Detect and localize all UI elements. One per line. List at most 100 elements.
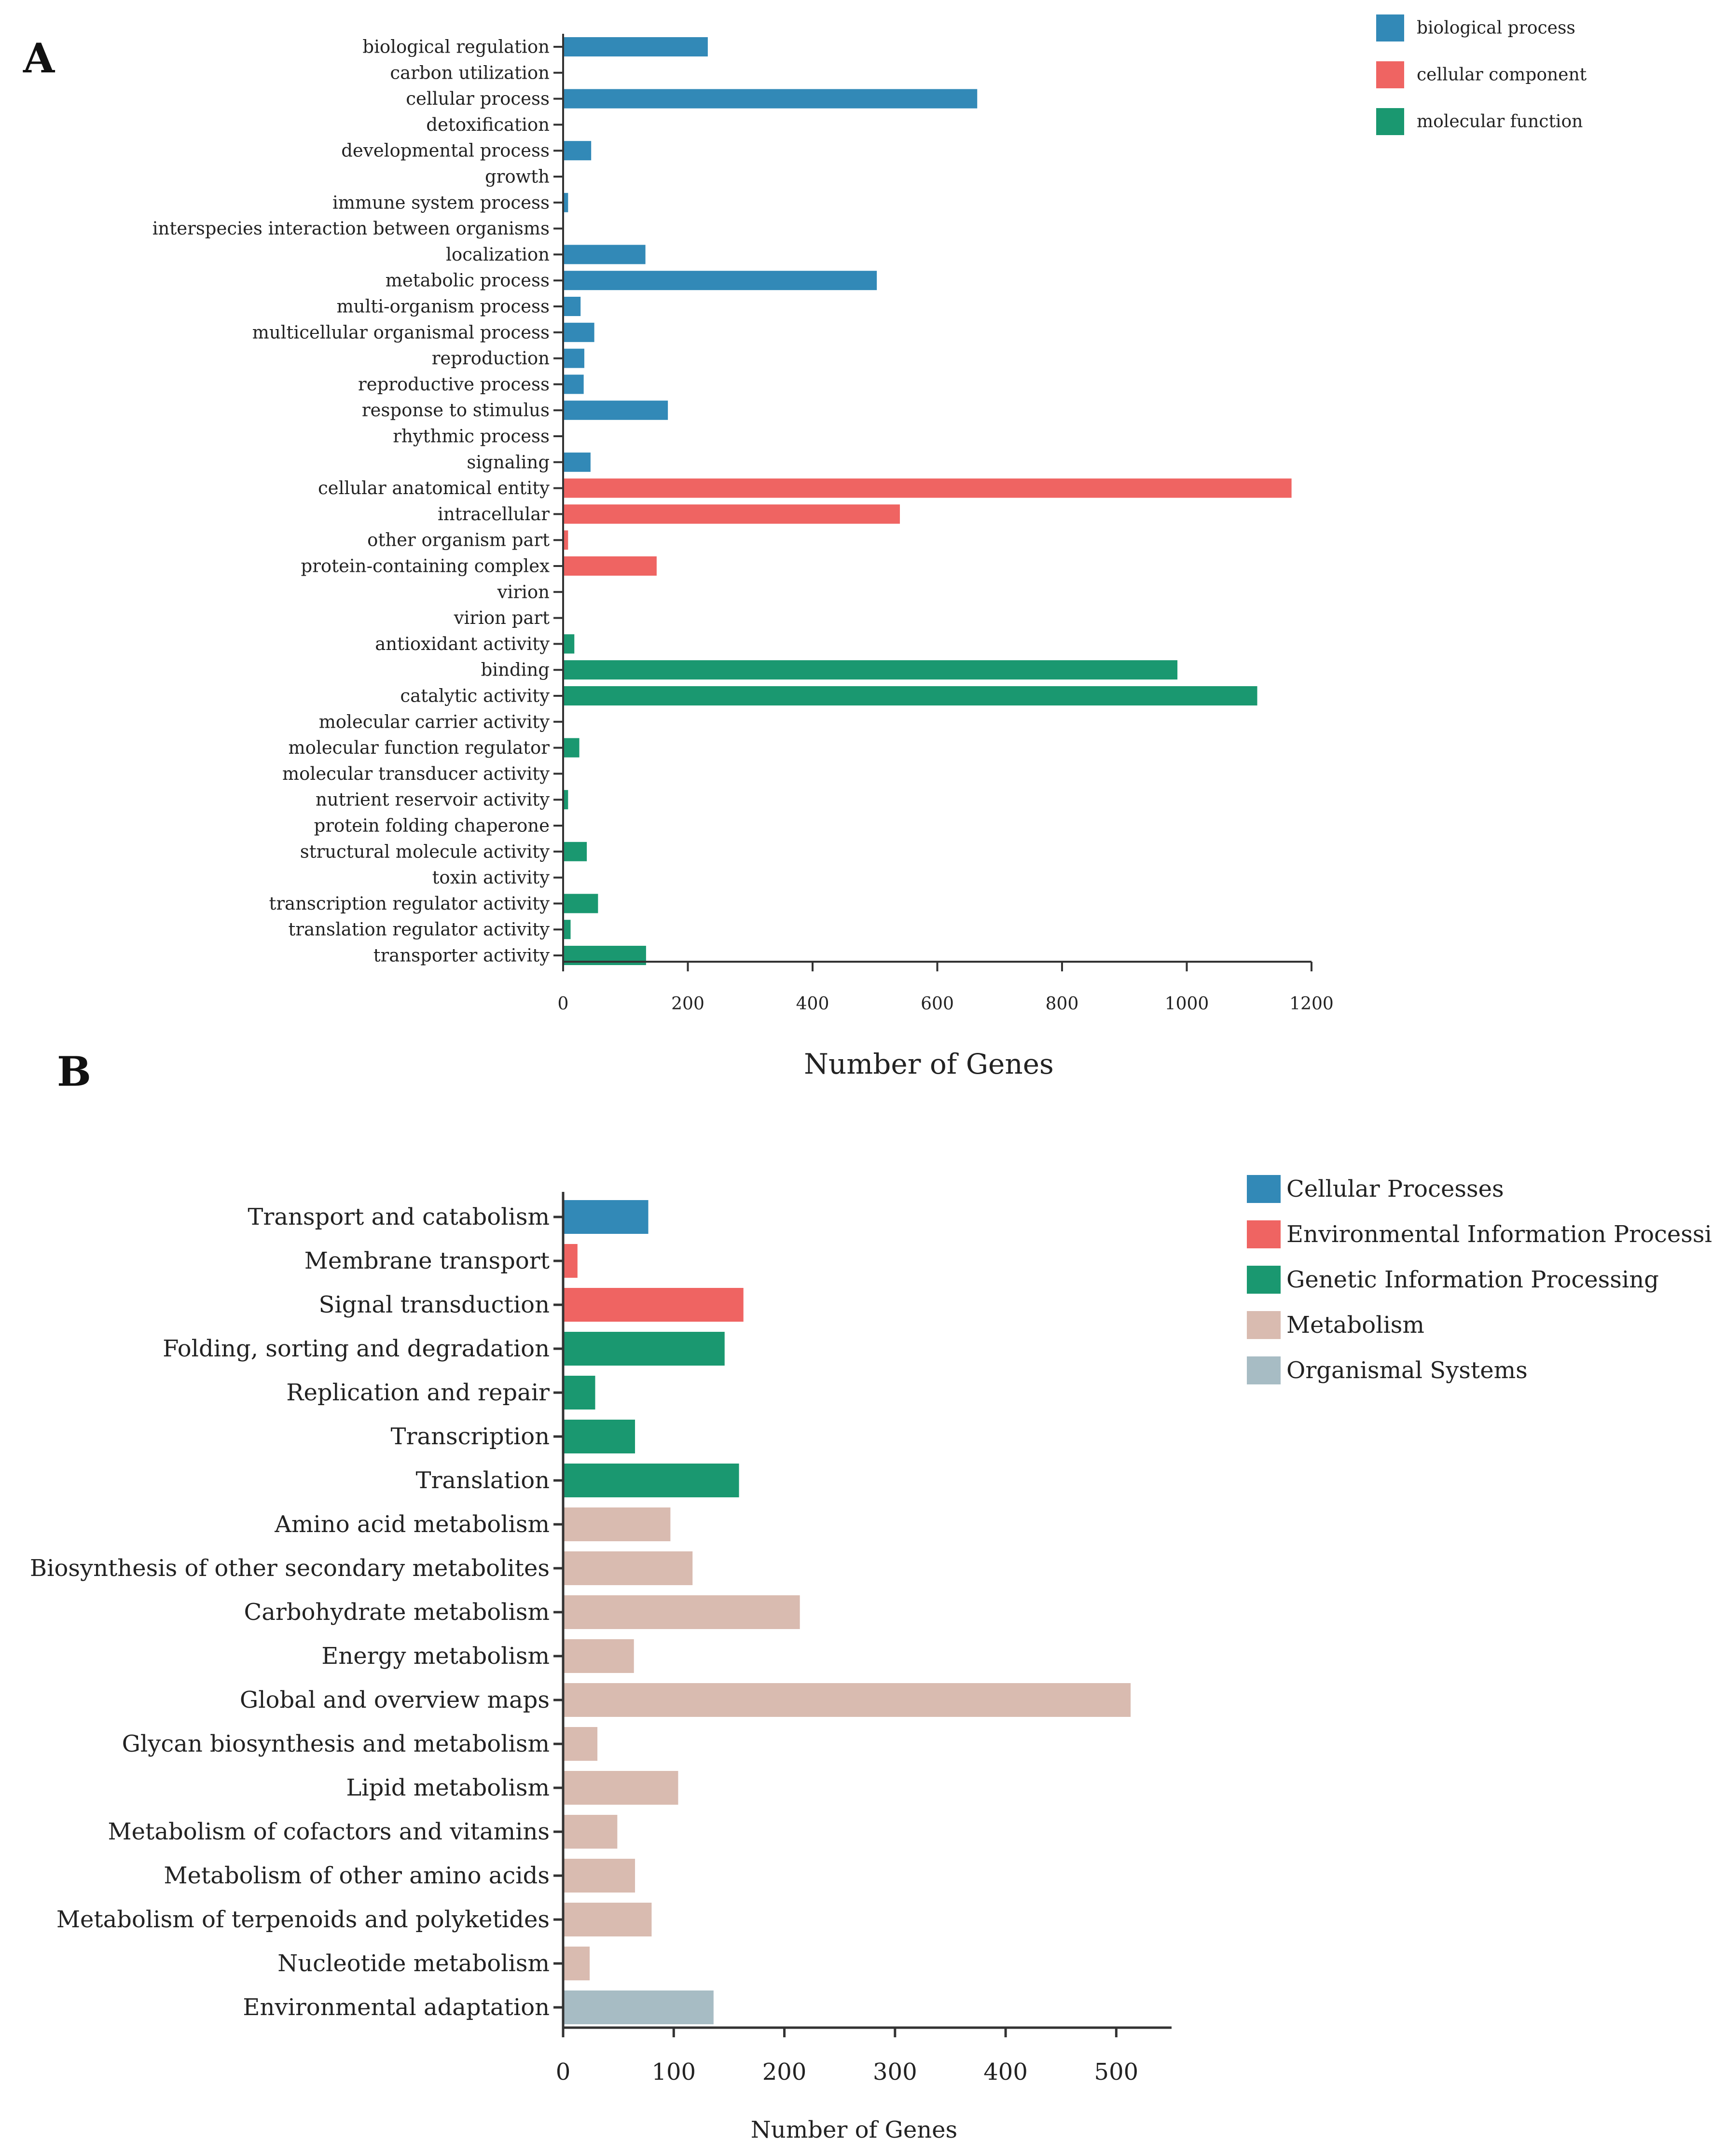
- category-label-nucleotide-metabolism: Nucleotide metabolism: [277, 1950, 550, 1977]
- category-label-virion-part: virion part: [454, 608, 550, 628]
- bar-nucleotide-metabolism: [564, 1947, 590, 1980]
- category-label-reproductive-process: reproductive process: [358, 374, 550, 395]
- x-tick-label-400: 400: [983, 2059, 1028, 2086]
- bar-metabolism-of-terpenoids-and-polyketides: [564, 1903, 652, 1936]
- category-label-transcription-regulator-activity: transcription regulator activity: [269, 893, 550, 914]
- x-tick-label-200: 200: [762, 2059, 807, 2086]
- category-label-membrane-transport: Membrane transport: [304, 1247, 550, 1274]
- category-label-signaling: signaling: [467, 452, 550, 472]
- bar-glycan-biosynthesis-and-metabolism: [564, 1727, 598, 1761]
- bar-transcription: [564, 1420, 635, 1453]
- bar-folding-sorting-and-degradation: [564, 1332, 725, 1366]
- bar-structural-molecule-activity: [564, 842, 587, 861]
- x-tick-label-300: 300: [873, 2059, 917, 2086]
- category-label-immune-system-process: immune system process: [332, 192, 550, 213]
- bar-carbohydrate-metabolism: [564, 1595, 800, 1629]
- category-label-protein-containing-complex: protein-containing complex: [301, 556, 550, 577]
- bar-localization: [564, 245, 646, 264]
- legend-swatch-genetic-information-processing: [1247, 1266, 1281, 1294]
- category-label-virion: virion: [497, 581, 550, 602]
- bar-metabolic-process: [564, 271, 877, 290]
- category-label-metabolic-process: metabolic process: [386, 270, 550, 291]
- category-label-detoxification: detoxification: [426, 114, 550, 135]
- category-label-carbon-utilization: carbon utilization: [390, 62, 550, 83]
- x-tick-label-1000: 1000: [1165, 994, 1209, 1014]
- legend-label-cellular-processes: Cellular Processes: [1286, 1175, 1504, 1202]
- x-tick-label-100: 100: [651, 2059, 696, 2086]
- category-label-biosynthesis-of-other-secondary-metabolites: Biosynthesis of other secondary metaboli…: [30, 1555, 550, 1582]
- category-label-binding: binding: [481, 660, 550, 680]
- category-label-molecular-carrier-activity: molecular carrier activity: [319, 711, 550, 732]
- x-tick-label-200: 200: [671, 994, 704, 1014]
- bar-multi-organism-process: [564, 297, 581, 316]
- category-label-cellular-anatomical-entity: cellular anatomical entity: [318, 478, 550, 498]
- panel-b-chart: Transport and catabolism Membrane transpo…: [30, 1175, 1712, 2143]
- legend-swatch-molecular-function: [1376, 108, 1404, 135]
- category-label-metabolism-of-terpenoids-and-polyketides: Metabolism of terpenoids and polyketides: [56, 1906, 550, 1933]
- bar-lipid-metabolism: [564, 1771, 678, 1805]
- category-label-molecular-function-regulator: molecular function regulator: [289, 737, 550, 758]
- bar-molecular-function-regulator: [564, 738, 580, 758]
- bar-immune-system-process: [564, 193, 568, 212]
- x-tick-label-0: 0: [558, 994, 569, 1014]
- category-label-multicellular-organismal-process: multicellular organismal process: [252, 322, 550, 343]
- x-tick-label-500: 500: [1094, 2059, 1139, 2086]
- bar-biological-regulation: [564, 37, 708, 56]
- legend-swatch-organismal-systems: [1247, 1356, 1281, 1384]
- category-label-signal-transduction: Signal transduction: [319, 1291, 550, 1318]
- category-label-structural-molecule-activity: structural molecule activity: [300, 841, 550, 862]
- bar-translation-regulator-activity: [564, 920, 571, 940]
- x-tick-label-800: 800: [1046, 994, 1079, 1014]
- legend-label-biological-process: biological process: [1417, 18, 1575, 38]
- category-label-replication-and-repair: Replication and repair: [286, 1379, 550, 1406]
- x-tick-label-1200: 1200: [1289, 994, 1334, 1014]
- bar-cellular-anatomical-entity: [564, 478, 1292, 498]
- bar-reproduction: [564, 348, 584, 368]
- category-label-growth: growth: [485, 166, 550, 187]
- category-label-toxin-activity: toxin activity: [432, 867, 550, 888]
- bar-catalytic-activity: [564, 686, 1257, 705]
- bar-translation: [564, 1464, 739, 1497]
- x-tick-label-400: 400: [796, 994, 829, 1014]
- category-label-lipid-metabolism: Lipid metabolism: [346, 1774, 550, 1801]
- category-label-intracellular: intracellular: [438, 504, 550, 525]
- category-label-localization: localization: [446, 244, 550, 265]
- category-label-transport-and-catabolism: Transport and catabolism: [248, 1203, 550, 1230]
- bar-transport-and-catabolism: [564, 1200, 649, 1234]
- category-label-translation-regulator-activity: translation regulator activity: [289, 919, 550, 940]
- category-label-transporter-activity: transporter activity: [373, 945, 550, 966]
- category-label-global-and-overview-maps: Global and overview maps: [240, 1686, 550, 1714]
- legend-label-organismal-systems: Organismal Systems: [1286, 1357, 1528, 1384]
- category-label-translation: Translation: [415, 1467, 550, 1494]
- panel-b-letter: B: [57, 1048, 91, 1095]
- category-label-protein-folding-chaperone: protein folding chaperone: [314, 815, 550, 836]
- legend-swatch-environmental-information-processing: [1247, 1220, 1281, 1248]
- legend-label-environmental-information-processing: Environmental Information Processing: [1286, 1221, 1712, 1248]
- category-label-transcription: Transcription: [391, 1423, 550, 1450]
- category-label-response-to-stimulus: response to stimulus: [362, 400, 550, 421]
- category-label-developmental-process: developmental process: [341, 140, 550, 161]
- x-axis-title: Number of Genes: [751, 2116, 957, 2143]
- legend-swatch-metabolism: [1247, 1311, 1281, 1339]
- bar-other-organism-part: [564, 530, 568, 550]
- category-label-folding-sorting-and-degradation: Folding, sorting and degradation: [163, 1335, 550, 1362]
- category-label-metabolism-of-other-amino-acids: Metabolism of other amino acids: [164, 1862, 550, 1889]
- category-label-catalytic-activity: catalytic activity: [400, 686, 550, 706]
- bar-multicellular-organismal-process: [564, 322, 594, 342]
- category-label-nutrient-reservoir-activity: nutrient reservoir activity: [316, 789, 550, 810]
- bar-membrane-transport: [564, 1244, 578, 1278]
- legend-label-cellular-component: cellular component: [1417, 65, 1587, 85]
- bar-developmental-process: [564, 141, 592, 161]
- category-label-reproduction: reproduction: [432, 348, 550, 369]
- bar-response-to-stimulus: [564, 401, 668, 420]
- legend-swatch-cellular-processes: [1247, 1175, 1281, 1203]
- category-label-amino-acid-metabolism: Amino acid metabolism: [274, 1511, 550, 1538]
- bar-biosynthesis-of-other-secondary-metabolites: [564, 1551, 693, 1585]
- category-label-metabolism-of-cofactors-and-vitamins: Metabolism of cofactors and vitamins: [108, 1818, 550, 1845]
- bar-binding: [564, 660, 1178, 680]
- panel-a-chart: biological regulation carbon utilization c…: [152, 14, 1587, 1080]
- category-label-rhythmic-process: rhythmic process: [393, 426, 550, 447]
- bar-nutrient-reservoir-activity: [564, 790, 568, 810]
- panel-a-letter: A: [23, 34, 55, 82]
